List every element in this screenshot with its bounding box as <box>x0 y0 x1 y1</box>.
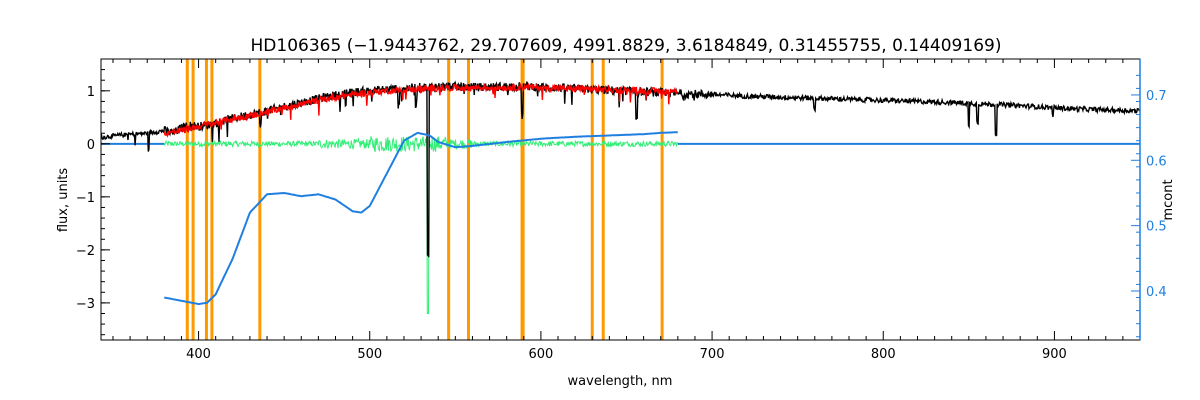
y2-axis-label: mcont <box>1161 179 1176 220</box>
x-tick-label: 600 <box>528 347 553 362</box>
marker-lines <box>185 59 664 340</box>
x-tick-label: 800 <box>871 347 896 362</box>
y-tick-label: 1 <box>87 85 95 100</box>
y-tick-label: −1 <box>76 191 95 206</box>
y2-tick-label: 0.4 <box>1146 285 1167 300</box>
y2-tick-label: 0.7 <box>1146 89 1167 104</box>
x-tick-label: 900 <box>1042 347 1067 362</box>
mcont-curve <box>164 131 678 306</box>
y2-tick-label: 0.5 <box>1146 220 1167 235</box>
x-tick-label: 700 <box>700 347 725 362</box>
axis-ticks: 400 500 600 700 800 900 −3 −2 −1 0 1 0.4 0.5 0.6 0.7 <box>76 59 1167 362</box>
y-tick-label: −2 <box>76 244 95 259</box>
y-tick-label: −3 <box>76 297 95 312</box>
x-tick-label: 500 <box>357 347 382 362</box>
model-spectrum <box>163 82 678 139</box>
series-layer <box>101 80 1140 314</box>
y2-tick-label: 0.6 <box>1146 154 1167 169</box>
chart-title: HD106365 (−1.9443762, 29.707609, 4991.88… <box>251 36 1002 56</box>
observed-spectrum <box>101 80 1140 258</box>
x-axis-label: wavelength, nm <box>568 374 673 389</box>
residual-series <box>163 136 679 314</box>
x-tick-label: 400 <box>186 347 211 362</box>
y-tick-label: 0 <box>87 138 95 153</box>
y-axis-label: flux, units <box>56 168 71 233</box>
plot-frame <box>100 58 1141 341</box>
